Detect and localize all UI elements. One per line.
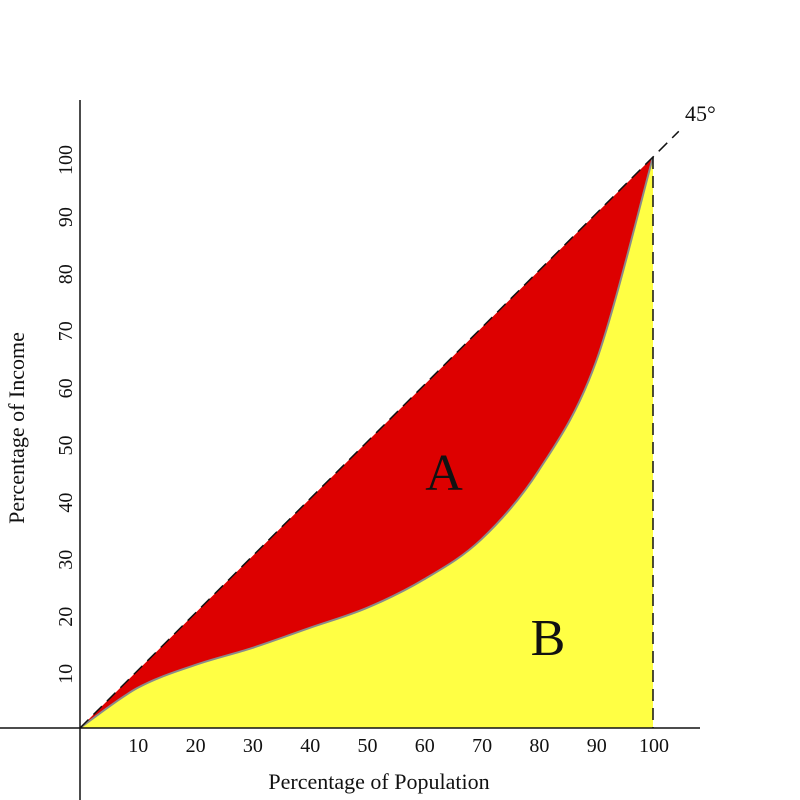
y-tick-label: 10: [55, 664, 77, 684]
y-tick-label: 70: [55, 321, 77, 341]
x-tick-label: 30: [243, 735, 263, 757]
lorenz-curve: [79, 156, 654, 729]
y-axis-label: Percentage of Income: [4, 332, 29, 524]
y-tick-label: 40: [55, 493, 77, 513]
region-b-area: [80, 157, 653, 728]
x-axis-label: Percentage of Population: [268, 769, 489, 794]
y-tick-label: 60: [55, 378, 77, 398]
x-tick-label: 40: [300, 735, 320, 757]
y-tick-label: 90: [55, 207, 77, 227]
angle-label: 45°: [685, 101, 716, 126]
x-tick-label: 100: [639, 735, 669, 757]
x-tick-label: 80: [529, 735, 549, 757]
x-tick-label: 20: [186, 735, 206, 757]
x-tick-label: 60: [415, 735, 435, 757]
x-tick-label: 10: [128, 735, 148, 757]
y-tick-label: 80: [55, 264, 77, 284]
region-a-label: A: [425, 445, 463, 502]
y-tick-labels: 10 20 30 40 50 60 70 80 90 100: [55, 145, 77, 684]
x-tick-labels: 10 20 30 40 50 60 70 80 90 100: [128, 735, 669, 757]
equality-line: [79, 130, 680, 729]
x-tick-label: 70: [472, 735, 492, 757]
y-tick-label: 50: [55, 436, 77, 456]
x-tick-label: 90: [587, 735, 607, 757]
y-tick-label: 30: [55, 550, 77, 570]
y-tick-label: 100: [55, 145, 77, 175]
region-b-label: B: [531, 610, 566, 667]
y-tick-label: 20: [55, 607, 77, 627]
x-tick-label: 50: [358, 735, 378, 757]
